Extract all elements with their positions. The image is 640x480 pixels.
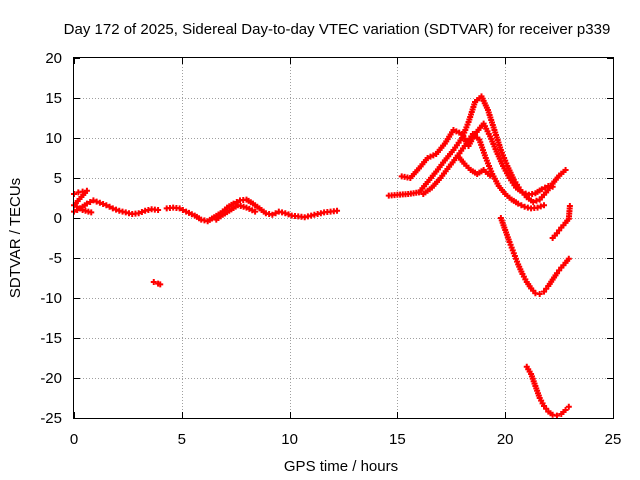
x-axis-label: GPS time / hours [284,458,398,475]
data-point [562,167,569,173]
data-point [541,202,548,209]
y-tick-label: -25 [40,410,62,427]
chart-title: Day 172 of 2025, Sidereal Day-to-day VTE… [64,21,611,38]
data-point [536,291,543,297]
data-points [71,93,573,419]
data-point [96,199,103,206]
data-point [113,206,120,213]
data-point [537,203,544,210]
data-point [87,199,94,205]
x-tick-label: 10 [281,431,298,448]
x-tick-label: 5 [178,431,186,448]
data-point [83,200,90,207]
y-tick-label: -20 [40,370,62,387]
data-point [109,205,116,212]
data-point [100,201,107,207]
data-point [334,207,341,214]
data-point [106,203,113,210]
data-point [534,204,541,211]
data-point [549,183,556,190]
data-point [269,211,276,218]
data-point [179,207,186,213]
data-point [176,205,183,212]
data-point [285,211,292,218]
y-tick-label: -5 [49,250,62,267]
grid-lines [74,58,613,418]
data-point [565,255,572,262]
y-tick-label: -15 [40,330,62,347]
data-point [562,407,569,413]
x-tick-label: 25 [605,431,622,448]
data-point [542,184,549,191]
data-point [519,189,526,196]
data-point [150,279,157,285]
y-tick-label: 10 [45,130,62,147]
y-tick-label: 5 [54,170,62,187]
data-point [135,210,142,217]
data-point [103,202,110,209]
data-point [90,197,97,204]
data-point [487,172,494,179]
data-point [538,186,545,193]
data-point [252,208,259,215]
y-axis-label: SDTVAR / TECUs [7,178,24,298]
x-tick-label: 15 [389,431,406,448]
data-point [566,203,573,209]
data-point [157,281,164,288]
y-tick-label: 0 [54,210,62,227]
x-tick-label: 20 [497,431,514,448]
data-point [518,202,525,209]
plot-frame [73,57,614,419]
data-point [565,403,572,410]
y-tick-label: 20 [45,50,62,67]
data-point [88,209,95,216]
data-point [553,412,560,419]
data-point [515,200,522,207]
y-tick-label: 15 [45,90,62,107]
y-tick-label: -10 [40,290,62,307]
data-point [155,207,162,213]
data-point [93,198,100,205]
data-point [533,197,540,204]
x-tick-label: 0 [70,431,78,448]
data-point [282,210,289,217]
axis-ticks: 0 5 10 15 20 25 20 15 10 5 0 -5 -10 -15 -20 -25 [40,50,621,448]
data-point [272,210,279,217]
data-point [233,199,240,205]
data-point [530,199,537,205]
data-point [522,190,529,197]
data-point [138,209,145,215]
